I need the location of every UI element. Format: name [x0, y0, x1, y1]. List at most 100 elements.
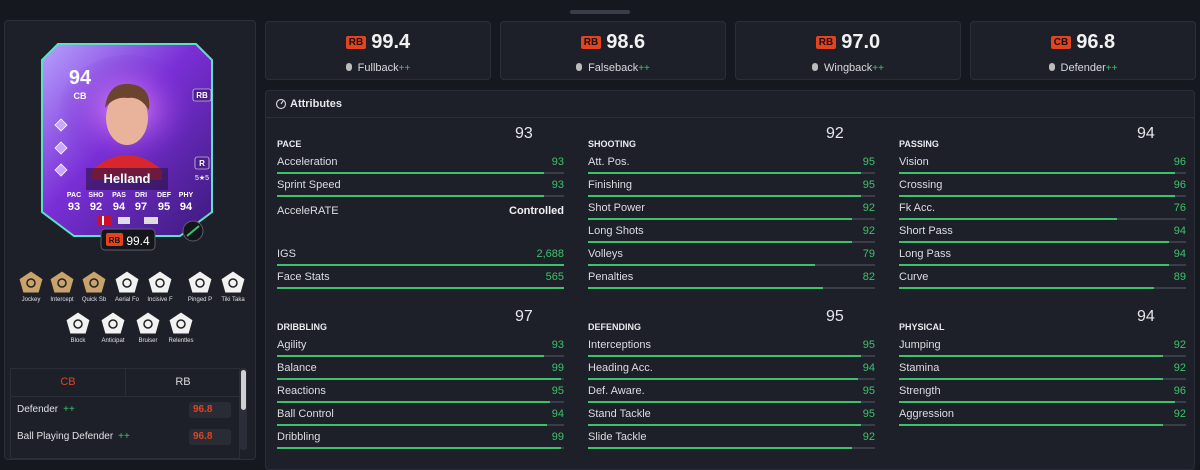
attribute-value: 96 — [1173, 385, 1186, 397]
attribute-value: 95 — [862, 385, 875, 397]
drag-handle[interactable] — [570, 10, 630, 14]
position-tab[interactable]: RB — [125, 369, 240, 397]
page: 94 CB RB R 5★5 Helland PAC 93 SHO 92 PAS 94 DR… — [4, 10, 1196, 470]
gauge-value: 97 — [515, 308, 533, 325]
attribute-label: Heading Acc. — [588, 362, 653, 374]
playstyle-glyph — [26, 278, 36, 288]
playstyle-icon[interactable] — [220, 270, 246, 294]
attribute-bar — [588, 172, 861, 174]
attribute-bar-track — [588, 378, 875, 380]
attribute-label: Strength — [899, 385, 941, 397]
attribute-label: Balance — [277, 362, 317, 374]
trait-icon — [54, 118, 68, 132]
attribute-bar — [588, 218, 853, 220]
role-score: 98.6 — [606, 31, 646, 53]
card-badge-pos-box — [106, 233, 123, 246]
attribute-bar-track — [277, 424, 564, 426]
attribute-bar-track — [899, 241, 1186, 243]
position-role-row[interactable]: Defender ++ 96.8 — [17, 402, 235, 418]
playstyle-icon[interactable] — [81, 270, 107, 294]
alt-position: RB — [196, 91, 208, 100]
attribute-bar — [588, 241, 853, 243]
attribute-label: Interceptions — [588, 339, 651, 351]
attribute-value: 92 — [862, 431, 875, 443]
attribute-bar-track — [899, 172, 1186, 174]
playstyle-icon[interactable] — [100, 311, 126, 335]
attribute-value: 94 — [1173, 248, 1186, 260]
playstyle-icon[interactable] — [65, 311, 91, 335]
role-card[interactable]: RB 99.4 Fullback++ — [265, 21, 491, 80]
attribute-bar-track — [588, 241, 875, 243]
attribute-value: 95 — [862, 339, 875, 351]
group-title: PASSING — [899, 139, 939, 149]
attribute-bar-track — [277, 264, 564, 266]
group-gauge: 97 — [515, 308, 533, 326]
group-gauge: 94 — [1137, 125, 1155, 143]
name-band — [86, 168, 168, 190]
group-gauge: 93 — [515, 125, 533, 143]
attribute-bar — [588, 355, 861, 357]
position-role-plus: ++ — [63, 404, 75, 415]
flag — [102, 216, 104, 225]
playstyle-label: Bruiser — [138, 338, 157, 344]
position-role-name: Ball Playing Defender — [17, 431, 114, 442]
attribute-value: Controlled — [509, 205, 564, 217]
attribute-value: 92 — [862, 225, 875, 237]
attribute-bar-track — [899, 355, 1186, 357]
card-badge-pos: RB — [109, 236, 121, 245]
playstyle-icon[interactable] — [135, 311, 161, 335]
role-name-row: Wingback++ — [736, 58, 960, 76]
playstyle-icon[interactable] — [147, 270, 173, 294]
role-card[interactable]: RB 98.6 Falseback++ — [500, 21, 726, 80]
position-tab[interactable]: CB — [11, 369, 125, 397]
role-card[interactable]: RB 97.0 Wingback++ — [735, 21, 961, 80]
gauge-value: 94 — [1137, 125, 1155, 142]
playstyle-glyph — [228, 278, 238, 288]
playstyle-label: Pinged P — [188, 297, 212, 303]
attribute-label: Vision — [899, 156, 929, 168]
role-card[interactable]: CB 96.8 Defender++ — [970, 21, 1196, 80]
role-name: Fullback — [357, 62, 399, 74]
attribute-bar-track — [588, 424, 875, 426]
attribute-value: 95 — [862, 156, 875, 168]
playstyle-icon[interactable] — [114, 270, 140, 294]
position-role-row[interactable]: Ball Playing Defender ++ 96.8 — [17, 429, 235, 445]
role-plus: ++ — [872, 63, 884, 74]
attributes-panel: Attributes PACE 93 Acceleration 93 Sprint Sp… — [265, 90, 1195, 470]
attribute-value: 76 — [1173, 202, 1186, 214]
attribute-bar — [277, 378, 562, 380]
attribute-value: 565 — [545, 271, 564, 283]
playstyle-icon[interactable] — [168, 311, 194, 335]
attribute-bar — [588, 424, 861, 426]
foot-box — [194, 156, 210, 170]
attribute-bar-track — [899, 424, 1186, 426]
group-title: SHOOTING — [588, 139, 637, 149]
playstyle-glyph — [122, 278, 132, 288]
attribute-value: 96 — [1173, 179, 1186, 191]
attribute-label: Agility — [277, 339, 307, 351]
attribute-bar — [899, 378, 1164, 380]
role-score-row: RB 99.4 — [266, 31, 490, 54]
playstyle-label: Intercept — [50, 297, 74, 303]
playstyle-label: Quick Sb — [82, 297, 107, 303]
attribute-label: Face Stats — [277, 271, 330, 283]
role-name-row: Falseback++ — [501, 58, 725, 76]
gauge-value: 94 — [1137, 308, 1155, 325]
role-plus: ++ — [638, 63, 650, 74]
attribute-value: 94 — [551, 408, 564, 420]
scroll-thumb[interactable] — [241, 370, 246, 410]
playstyle-icon[interactable] — [49, 270, 75, 294]
attribute-label: Acceleration — [277, 156, 338, 168]
attribute-label: Ball Control — [277, 408, 334, 420]
attribute-value: 79 — [862, 248, 875, 260]
playstyle-icon[interactable] — [18, 270, 44, 294]
stat-label: PAS — [112, 192, 126, 199]
attribute-label: Def. Aware. — [588, 385, 645, 397]
attribute-bar-track — [588, 218, 875, 220]
attribute-bar-track — [588, 447, 875, 449]
attribute-label: Slide Tackle — [588, 431, 647, 443]
attribute-bar-track — [277, 287, 564, 289]
playstyle-icon[interactable] — [187, 270, 213, 294]
scrollbar[interactable] — [240, 368, 247, 450]
stat-label: DEF — [157, 192, 172, 199]
